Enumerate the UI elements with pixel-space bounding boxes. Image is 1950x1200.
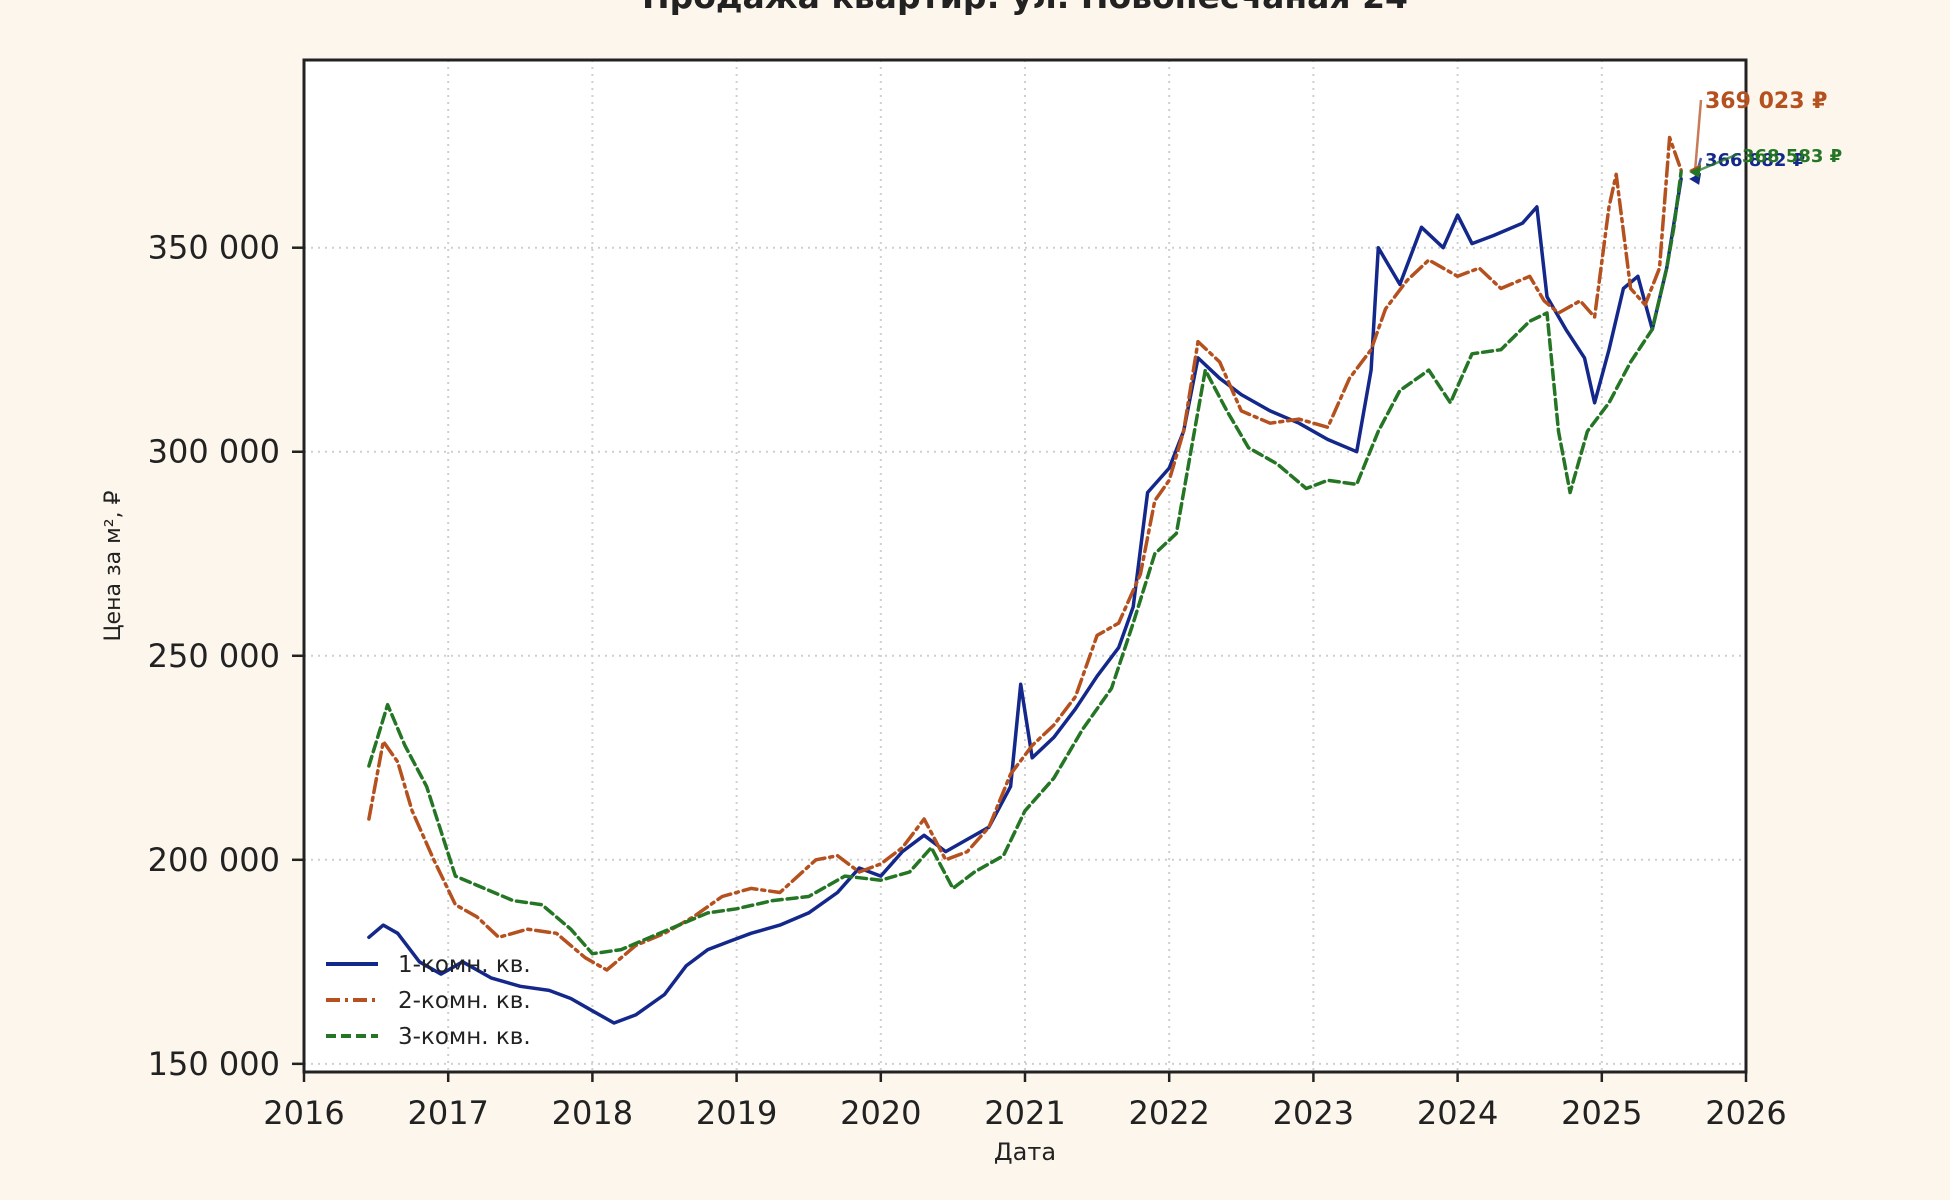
series-line-2 xyxy=(367,135,1683,972)
legend-label: 1-комн. кв. xyxy=(398,952,531,978)
x-tick-label: 2025 xyxy=(1561,1094,1642,1132)
y-tick-label: 350 000 xyxy=(148,229,280,267)
annotation-arrowhead xyxy=(1689,165,1702,178)
axis-ticks: 2016 2017 2018 2019 2020 2021 2022 2023 2024 2025… xyxy=(148,229,1787,1132)
series-line-3 xyxy=(367,170,1683,956)
x-tick-label: 2021 xyxy=(984,1094,1065,1132)
annotation-label: 368 583 ₽ xyxy=(1742,146,1842,167)
legend-label: 3-комн. кв. xyxy=(398,1024,531,1050)
annotation-label: 369 023 ₽ xyxy=(1705,89,1827,114)
series-layer xyxy=(367,135,1683,1025)
x-tick-label: 2024 xyxy=(1417,1094,1498,1132)
x-tick-label: 2017 xyxy=(407,1094,488,1132)
x-tick-label: 2019 xyxy=(696,1094,777,1132)
y-tick-label: 250 000 xyxy=(148,637,280,675)
x-tick-label: 2022 xyxy=(1128,1094,1209,1132)
y-tick-label: 150 000 xyxy=(148,1045,280,1083)
x-tick-label: 2020 xyxy=(840,1094,921,1132)
legend: 1-комн. кв. 2-комн. кв. 3-комн. кв. xyxy=(326,952,531,1050)
y-tick-label: 300 000 xyxy=(148,433,280,471)
chart-title: Продажа квартир: ул. Новопесчаная 24 xyxy=(642,0,1408,16)
series-line-1 xyxy=(367,177,1683,1025)
x-tick-label: 2026 xyxy=(1705,1094,1786,1132)
x-tick-label: 2016 xyxy=(263,1094,344,1132)
annotation-arrow xyxy=(1693,99,1703,171)
x-tick-label: 2018 xyxy=(552,1094,633,1132)
x-tick-label: 2023 xyxy=(1273,1094,1354,1132)
annotation-label: 366 882 ₽ xyxy=(1705,150,1805,171)
legend-label: 2-комн. кв. xyxy=(398,988,531,1014)
annotation-arrow xyxy=(1694,152,1739,174)
y-tick-label: 200 000 xyxy=(148,841,280,879)
x-axis-label: Дата xyxy=(994,1138,1056,1166)
y-axis-label: Цена за м², ₽ xyxy=(101,490,126,641)
final-value-annotations: 366 882 ₽ 369 023 ₽ 368 583 ₽ xyxy=(1689,89,1842,185)
